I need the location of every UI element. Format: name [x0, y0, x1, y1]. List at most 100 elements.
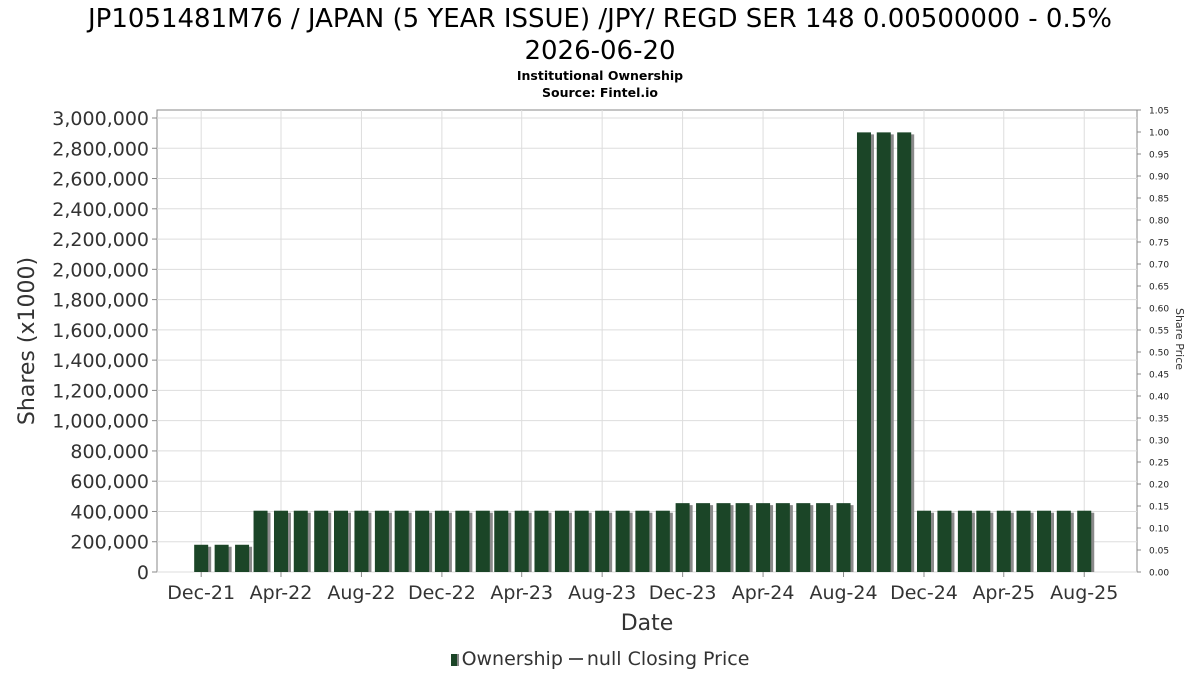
y-axis-title: Shares (x1000): [15, 257, 40, 425]
bar: [475, 510, 490, 572]
bar: [214, 544, 229, 572]
y-tick-label: 2,000,000: [52, 259, 149, 281]
bar: [415, 510, 430, 572]
bar: [314, 510, 329, 572]
bar: [696, 503, 711, 572]
bar: [253, 510, 268, 572]
bar: [273, 510, 288, 572]
x-tick-label: Apr-23: [490, 582, 553, 604]
bar: [836, 503, 851, 572]
y2-tick-label: 0.90: [1149, 173, 1169, 183]
y2-tick-label: 0.95: [1149, 151, 1169, 161]
y2-tick-label: 0.30: [1149, 437, 1169, 447]
bar: [574, 510, 589, 572]
bar: [897, 132, 912, 573]
bar: [796, 503, 811, 572]
y2-tick-label: 0.65: [1149, 283, 1169, 293]
legend-price-label: null Closing Price: [586, 648, 750, 670]
y-tick-label: 1,800,000: [52, 290, 149, 312]
bar: [293, 510, 308, 572]
x-tick-label: Apr-22: [250, 582, 313, 604]
y-tick-label: 1,000,000: [52, 411, 149, 433]
bar: [194, 544, 209, 572]
chart-title: JP1051481M76 / JAPAN (5 YEAR ISSUE) /JPY…: [0, 3, 1200, 67]
y2-tick-label: 0.85: [1149, 195, 1169, 205]
y2-tick-label: 0.45: [1149, 371, 1169, 381]
y2-tick-label: 0.20: [1149, 481, 1169, 491]
bar: [675, 503, 690, 572]
chart-subtitle: Institutional Ownership: [516, 68, 684, 83]
bar: [856, 132, 871, 573]
chart-title-line-2: 2026-06-20: [524, 36, 676, 66]
y-tick-label: 1,400,000: [52, 350, 149, 372]
x-tick-label: Aug-25: [1050, 582, 1118, 604]
bar: [655, 510, 670, 572]
x-tick-label: Aug-24: [809, 582, 877, 604]
x-tick-label: Dec-22: [408, 582, 476, 604]
bar: [735, 503, 750, 572]
bar: [514, 510, 529, 572]
y2-tick-label: 0.55: [1149, 327, 1169, 337]
bar: [775, 503, 790, 572]
y-tick-label: 600,000: [70, 471, 149, 493]
bar: [876, 132, 891, 573]
y2-tick-label: 0.25: [1149, 459, 1169, 469]
bar: [1077, 510, 1092, 572]
y-tick-label: 0: [137, 562, 149, 584]
y-tick-label: 2,800,000: [52, 138, 149, 160]
bar: [1056, 510, 1071, 572]
bar: [455, 510, 470, 572]
y-tick-label: 1,600,000: [52, 320, 149, 342]
x-axis-title: Date: [621, 611, 674, 636]
bar: [635, 510, 650, 572]
bar: [494, 510, 509, 572]
bar: [374, 510, 389, 572]
y-tick-label: 2,200,000: [52, 229, 149, 251]
bar: [333, 510, 348, 572]
y-tick-label: 3,000,000: [52, 108, 149, 130]
y2-tick-label: 0.35: [1149, 415, 1169, 425]
y2-tick-label: 0.75: [1149, 239, 1169, 249]
bar: [235, 544, 250, 572]
bar: [1016, 510, 1031, 572]
y-tick-label: 2,400,000: [52, 199, 149, 221]
bar: [394, 510, 409, 572]
bar: [816, 503, 831, 572]
y-tick-label: 400,000: [70, 501, 149, 523]
x-tick-label: Apr-24: [732, 582, 795, 604]
y-tick-label: 200,000: [70, 532, 149, 554]
y2-tick-label: 0.10: [1149, 525, 1169, 535]
y-tick-label: 2,600,000: [52, 169, 149, 191]
bar: [916, 510, 931, 572]
bar: [937, 510, 952, 572]
legend-price-swatch: [568, 658, 583, 660]
y-tick-label: 1,200,000: [52, 380, 149, 402]
x-tick-label: Dec-24: [890, 582, 958, 604]
bar: [957, 510, 972, 572]
legend-ownership-label: Ownership: [461, 648, 563, 670]
bar: [1037, 510, 1052, 572]
bar: [756, 503, 771, 572]
bar: [554, 510, 569, 572]
chart-legend: Ownership null Closing Price: [0, 648, 1200, 670]
y2-tick-label: 0.15: [1149, 503, 1169, 513]
y2-tick-label: 0.05: [1149, 547, 1169, 557]
plot-area: [156, 109, 1138, 573]
x-tick-label: Aug-22: [327, 582, 395, 604]
bar: [534, 510, 549, 572]
x-tick-label: Apr-25: [972, 582, 1035, 604]
x-tick-label: Aug-23: [568, 582, 636, 604]
x-tick-label: Dec-21: [167, 582, 235, 604]
bar: [996, 510, 1011, 572]
y2-tick-label: 0.70: [1149, 261, 1169, 271]
x-tick-label: Dec-23: [649, 582, 717, 604]
y-tick-label: 800,000: [70, 441, 149, 463]
legend-ownership-swatch: [450, 654, 459, 666]
y2-tick-label: 0.40: [1149, 393, 1169, 403]
bar: [595, 510, 610, 572]
bar: [354, 510, 369, 572]
y2-tick-label: 1.05: [1149, 107, 1169, 117]
bar: [976, 510, 991, 572]
bar: [716, 503, 731, 572]
